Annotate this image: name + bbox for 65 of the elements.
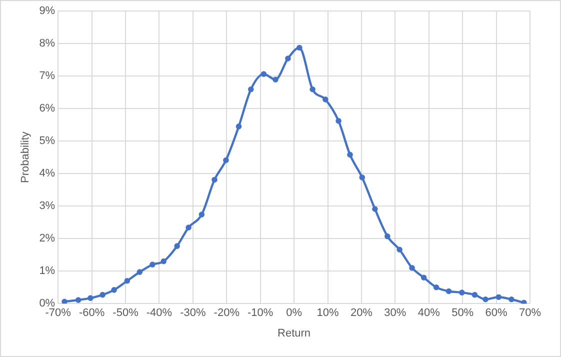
point xyxy=(459,290,465,296)
point xyxy=(136,269,143,275)
x-tick-label: 20% xyxy=(350,307,373,320)
y-tick-label: 9% xyxy=(39,5,56,18)
x-tick-label: -30% xyxy=(180,307,206,320)
point xyxy=(396,246,402,253)
point xyxy=(75,297,82,303)
point xyxy=(285,56,291,62)
point xyxy=(223,157,229,164)
point xyxy=(472,292,478,298)
x-tick-label: 30% xyxy=(384,307,406,320)
y-tick-label: 7% xyxy=(39,70,56,82)
x-tick-label: -60% xyxy=(78,307,105,320)
point xyxy=(359,174,366,180)
y-axis-title: Probability xyxy=(20,131,32,183)
x-tick-label: 40% xyxy=(418,307,440,320)
point xyxy=(496,294,502,300)
y-tick-label: 6% xyxy=(39,102,56,115)
point xyxy=(198,212,205,218)
point xyxy=(296,44,302,51)
point xyxy=(124,278,130,284)
point xyxy=(111,287,117,293)
point xyxy=(322,96,328,102)
point xyxy=(160,258,166,264)
x-tick-label: 10% xyxy=(316,307,339,320)
point xyxy=(420,274,427,280)
point xyxy=(347,152,353,158)
x-tick-label: 60% xyxy=(485,307,508,320)
y-tick-label: 0% xyxy=(39,298,56,310)
point xyxy=(508,296,514,302)
y-tick-label: 1% xyxy=(39,265,56,278)
x-tick-label: -40% xyxy=(146,307,172,320)
x-tick-label: 0% xyxy=(286,307,302,320)
y-tick-label: 5% xyxy=(39,135,56,148)
y-tick-label: 8% xyxy=(39,38,56,50)
point xyxy=(372,206,378,212)
y-tick-label: 4% xyxy=(39,168,56,180)
point xyxy=(521,300,527,304)
x-tick-label: 70% xyxy=(518,307,542,320)
point xyxy=(310,86,316,92)
x-tick-label: -50% xyxy=(112,307,139,320)
x-tick-label: -10% xyxy=(248,307,274,320)
point xyxy=(260,71,267,77)
point xyxy=(482,296,488,302)
x-tick-label: 50% xyxy=(452,307,474,320)
y-tick-label: 2% xyxy=(39,232,56,245)
point xyxy=(336,118,342,124)
point xyxy=(236,124,242,130)
y-tick-label: 3% xyxy=(39,200,56,212)
point xyxy=(384,233,390,240)
point xyxy=(150,262,156,268)
point xyxy=(62,298,68,304)
point xyxy=(446,288,452,294)
point xyxy=(212,176,218,183)
point xyxy=(174,243,180,249)
point xyxy=(88,295,94,301)
point xyxy=(272,76,278,82)
point xyxy=(248,86,254,92)
x-tick-label: -20% xyxy=(214,307,240,320)
x-axis-title: Return xyxy=(278,327,311,340)
point xyxy=(186,224,192,230)
point xyxy=(100,292,106,298)
x-tick-label: -70% xyxy=(45,307,72,320)
point xyxy=(433,284,440,290)
point xyxy=(409,264,415,271)
